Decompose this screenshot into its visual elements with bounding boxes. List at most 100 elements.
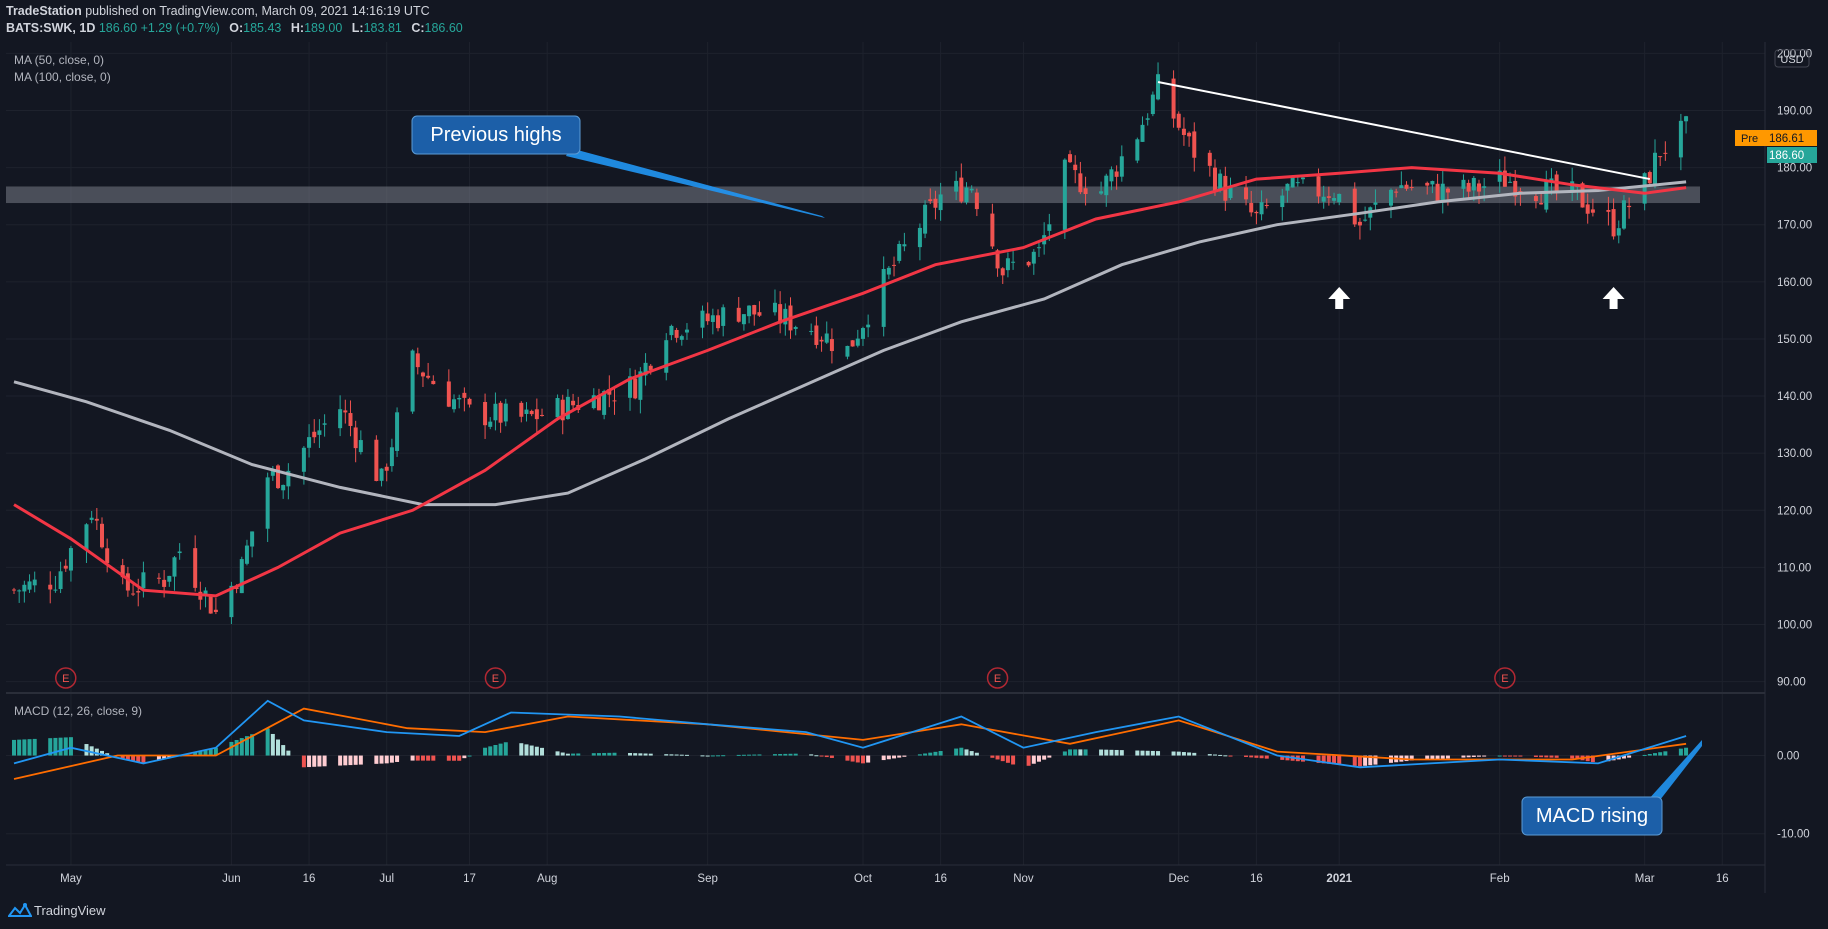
macd-histogram-bar xyxy=(1036,755,1041,762)
time-tick-label: 16 xyxy=(934,873,947,885)
time-tick-label: May xyxy=(60,873,82,885)
macd-histogram-bar xyxy=(938,751,943,756)
macd-legend[interactable]: MACD (12, 26, close, 9) xyxy=(14,704,142,718)
macd-histogram-bar xyxy=(167,755,172,758)
currency-box[interactable] xyxy=(1774,49,1810,68)
price-tick-label: 120.00 xyxy=(1777,505,1812,517)
descending-trendline xyxy=(1157,80,1651,181)
ma100-legend[interactable]: MA (100, close, 0) xyxy=(14,70,111,84)
candle-body xyxy=(58,571,63,590)
macd-histogram-bar xyxy=(860,755,865,764)
macd-rising-callout[interactable] xyxy=(1521,796,1663,836)
candle-body xyxy=(105,548,110,564)
macd-histogram-bar xyxy=(208,748,213,756)
candle-body xyxy=(1207,152,1212,166)
macd-histogram-bar xyxy=(141,755,146,764)
earnings-marker xyxy=(986,667,1009,689)
macd-histogram-bar xyxy=(1176,751,1181,756)
macd-histogram-bar xyxy=(1575,755,1580,760)
macd-histogram-bar xyxy=(1259,755,1264,759)
macd-histogram-bar xyxy=(1207,754,1212,756)
macd-histogram-bar xyxy=(343,755,348,766)
macd-histogram-bar xyxy=(1042,755,1047,760)
low-label: L: xyxy=(351,21,364,35)
candle-body xyxy=(1228,187,1233,199)
macd-histogram-bar xyxy=(1181,752,1186,756)
candle-body xyxy=(1663,152,1668,154)
candle-body xyxy=(1476,183,1481,192)
candle-body xyxy=(265,477,270,529)
candle-body xyxy=(560,399,565,421)
macd-histogram-bar xyxy=(374,755,379,764)
price-tick-label: 90.00 xyxy=(1777,677,1806,689)
candle-body xyxy=(1254,211,1259,214)
macd-histogram-bar xyxy=(452,755,457,761)
candle-body xyxy=(1425,182,1430,186)
candle-body xyxy=(68,548,73,571)
candle-body xyxy=(1482,186,1487,188)
candle-body xyxy=(819,339,824,342)
earnings-marker xyxy=(1494,667,1516,689)
macd-histogram-bar xyxy=(933,751,938,756)
macd-histogram-bar xyxy=(824,755,829,758)
price-tick-label: 100.00 xyxy=(1777,619,1812,631)
chart-header: TradeStation published on TradingView.co… xyxy=(0,0,1828,42)
candle-body xyxy=(1316,176,1321,197)
candle-body xyxy=(1062,159,1067,230)
macd-histogram-bar xyxy=(674,754,679,756)
macd-histogram-bar xyxy=(1316,755,1321,763)
candle-body xyxy=(757,312,762,316)
macd-histogram-bar xyxy=(281,745,286,756)
ma50-legend[interactable]: MA (50, close, 0) xyxy=(14,53,104,67)
candle-body xyxy=(1394,191,1399,193)
candle-body xyxy=(1135,139,1140,161)
last-price-badge-value: 186.60 xyxy=(1769,150,1804,162)
macd-histogram-bar xyxy=(1388,755,1393,763)
candle-body xyxy=(612,400,617,402)
macd-histogram-bar xyxy=(89,746,94,756)
macd-histogram-bar xyxy=(12,739,16,756)
macd-histogram-bar xyxy=(969,751,974,756)
price-tick-label: 110.00 xyxy=(1777,562,1811,574)
candle-body xyxy=(213,609,218,612)
resistance-zone xyxy=(6,186,1700,204)
time-tick-label: 2021 xyxy=(1326,873,1352,885)
candle-body xyxy=(53,589,58,591)
macd-histogram-bar xyxy=(1445,755,1450,759)
candle-body xyxy=(845,345,850,357)
candle-body xyxy=(1290,176,1295,188)
macd-histogram-bar xyxy=(1471,755,1476,757)
candle-body xyxy=(1435,183,1440,201)
candle-body xyxy=(674,329,679,338)
macd-histogram-bar xyxy=(503,742,508,756)
candle-body xyxy=(1445,188,1450,193)
pre-value: 186.61 xyxy=(1769,133,1804,145)
macd-histogram-bar xyxy=(1332,755,1337,765)
ma100-line xyxy=(13,180,1687,507)
candle-body xyxy=(809,330,814,332)
macd-histogram-bar xyxy=(415,755,420,761)
macd-histogram-bar xyxy=(307,755,312,768)
macd-histogram-bar xyxy=(1533,755,1538,757)
macd-histogram-bar xyxy=(591,753,596,756)
candle-body xyxy=(389,447,394,467)
candle-body xyxy=(648,365,653,370)
macd-histogram-bar xyxy=(757,754,762,756)
tradingview-brand[interactable]: TradingView xyxy=(34,903,106,918)
candle-body xyxy=(524,409,529,414)
candle-body xyxy=(602,391,607,415)
macd-histogram-bar xyxy=(27,739,32,756)
open-value: 185.43 xyxy=(243,21,282,35)
previous-highs-callout[interactable] xyxy=(411,115,581,155)
macd-histogram-bar xyxy=(612,752,617,756)
tradingview-logo-icon[interactable] xyxy=(8,902,32,920)
macd-histogram-bar xyxy=(716,755,721,757)
candle-body xyxy=(131,593,136,595)
candle-body xyxy=(824,333,829,343)
macd-histogram-bar xyxy=(1570,755,1575,759)
macd-histogram-bar xyxy=(855,755,860,763)
candle-body xyxy=(923,204,928,234)
macd-histogram-bar xyxy=(1352,755,1357,766)
